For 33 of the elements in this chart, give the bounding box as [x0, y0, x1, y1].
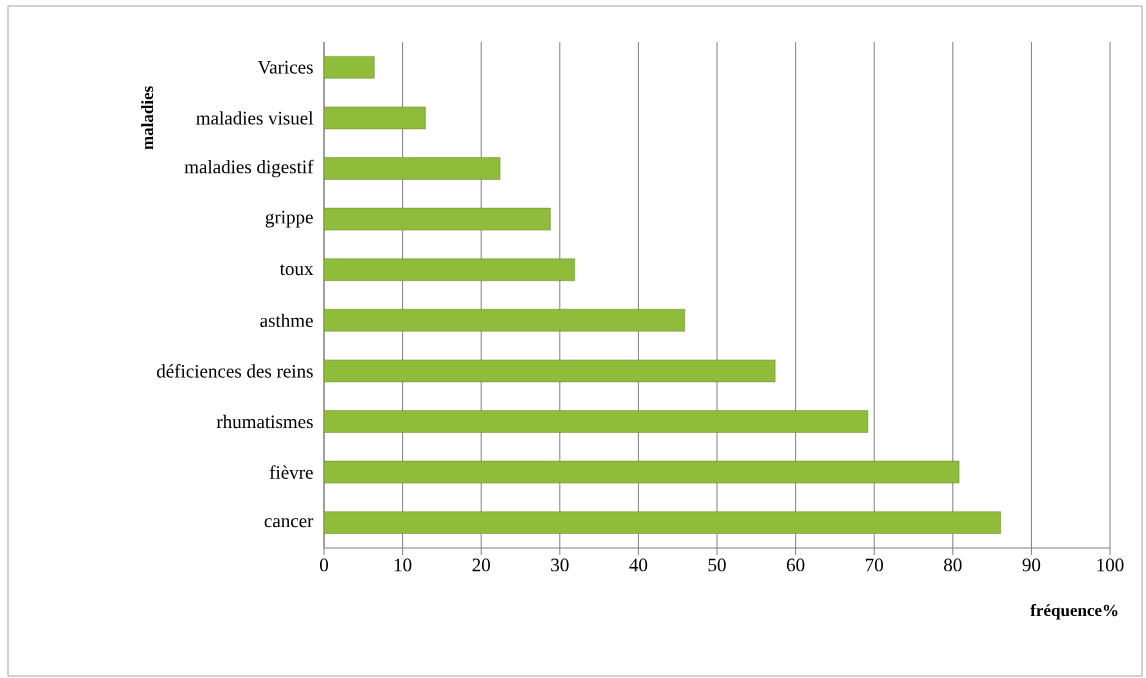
- bar: [324, 460, 960, 484]
- bar: [324, 511, 1001, 534]
- x-tick-label: 10: [394, 558, 412, 572]
- y-axis-title: maladies: [141, 86, 154, 150]
- x-tick-label: 60: [786, 558, 805, 572]
- x-tick-label: 80: [944, 558, 962, 572]
- x-tick-label: 50: [708, 558, 726, 572]
- x-tick-label: 0: [319, 558, 329, 572]
- bar: [324, 106, 426, 130]
- x-tick-label: 90: [1022, 558, 1041, 572]
- bar: [324, 359, 776, 383]
- y-tick-label: cancer: [264, 518, 314, 528]
- bar: [324, 258, 575, 281]
- y-tick-label: déficiences des reins: [156, 364, 313, 378]
- bar: [324, 207, 551, 231]
- bar: [324, 309, 685, 332]
- x-tick-label: 100: [1097, 558, 1124, 572]
- x-tick-label: 20: [472, 558, 490, 572]
- bar: [324, 157, 501, 180]
- y-tick-label: rhumatismes: [216, 414, 313, 429]
- y-tick-label: maladies digestif: [184, 159, 314, 178]
- y-tick-label: toux: [279, 264, 314, 276]
- y-tick-label: fièvre: [269, 465, 313, 479]
- x-tick-label: 30: [551, 558, 569, 572]
- y-tick-label: asthme: [260, 313, 313, 327]
- x-tick-label: 40: [629, 558, 648, 572]
- bar: [324, 56, 375, 79]
- x-axis-title: fréquence%: [1030, 603, 1118, 620]
- bar: [324, 410, 869, 433]
- y-tick-label: maladies visuel: [196, 111, 314, 125]
- y-tick-label: Varices: [257, 60, 313, 74]
- y-tick-label: grippe: [265, 210, 313, 228]
- x-tick-label: 70: [865, 558, 883, 572]
